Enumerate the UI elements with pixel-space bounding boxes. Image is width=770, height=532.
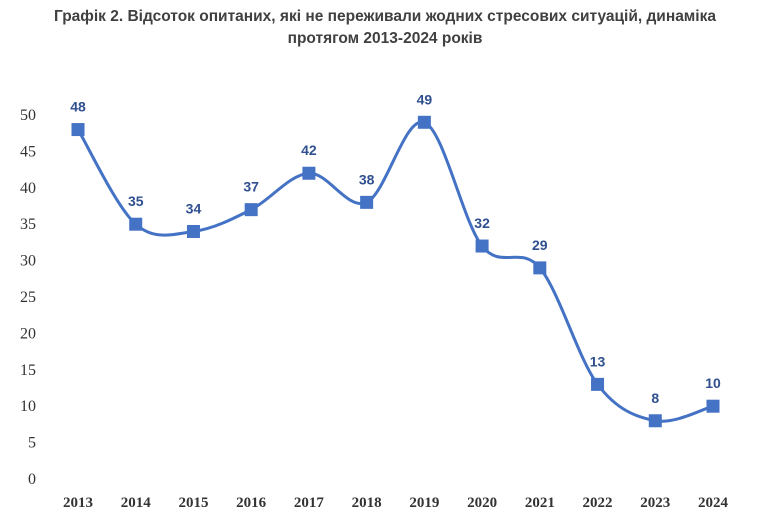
- x-tick-label: 2014: [121, 495, 152, 511]
- y-tick-label: 50: [20, 107, 36, 124]
- markers: [71, 115, 720, 428]
- data-label: 29: [532, 237, 548, 253]
- data-point-marker: [244, 203, 258, 217]
- y-tick-label: 10: [20, 398, 36, 415]
- y-tick-label: 15: [20, 362, 36, 379]
- data-label: 35: [128, 193, 144, 209]
- y-tick-label: 25: [20, 289, 36, 306]
- data-point-marker: [533, 261, 547, 275]
- y-tick-label: 40: [20, 180, 36, 197]
- x-tick-label: 2022: [583, 495, 613, 511]
- x-tick-label: 2013: [63, 495, 93, 511]
- chart-title: Графік 2. Відсоток опитаних, які не пере…: [0, 6, 770, 50]
- y-tick-label: 30: [20, 253, 36, 270]
- data-point-marker: [71, 123, 85, 137]
- data-label: 37: [243, 179, 259, 195]
- x-tick-label: 2019: [409, 495, 439, 511]
- x-tick-label: 2017: [294, 495, 325, 511]
- x-tick-label: 2015: [178, 495, 208, 511]
- data-point-marker: [706, 399, 720, 413]
- chart-title-line-2: протягом 2013-2024 років: [287, 30, 483, 47]
- chart-title-line-1: Графік 2. Відсоток опитаних, які не пере…: [54, 8, 716, 25]
- y-tick-label: 45: [20, 143, 36, 160]
- data-labels: 48 35 34 37 42 38 49 32 29 13 8 10: [70, 91, 721, 405]
- data-point-marker: [475, 239, 489, 253]
- y-tick-label: 5: [28, 435, 36, 452]
- data-label: 32: [474, 215, 490, 231]
- data-label: 38: [359, 171, 375, 187]
- data-point-marker: [417, 115, 431, 129]
- x-tick-label: 2018: [352, 495, 382, 511]
- y-tick-label: 35: [20, 216, 36, 233]
- data-point-marker: [648, 414, 662, 428]
- data-label: 8: [651, 390, 659, 406]
- y-tick-label: 20: [20, 325, 36, 342]
- series-line: [76, 120, 714, 423]
- data-point-marker: [302, 166, 316, 180]
- y-axis: 0 5 10 15 20 25 30 35 40 45 50: [20, 107, 36, 488]
- data-point-marker: [129, 217, 143, 231]
- data-label: 42: [301, 142, 317, 158]
- y-tick-label: 0: [28, 471, 36, 488]
- data-point-marker: [360, 195, 374, 209]
- data-point-marker: [591, 377, 605, 391]
- data-label: 10: [705, 375, 721, 391]
- data-label: 48: [70, 99, 86, 115]
- x-tick-label: 2024: [698, 495, 729, 511]
- x-tick-label: 2023: [640, 495, 670, 511]
- x-tick-label: 2021: [525, 495, 555, 511]
- data-label: 49: [417, 91, 433, 107]
- x-tick-label: 2020: [467, 495, 497, 511]
- data-label: 34: [186, 200, 202, 216]
- x-axis: 2013 2014 2015 2016 2017 2018 2019 2020 2021 2022…: [63, 495, 729, 511]
- data-point-marker: [186, 224, 200, 238]
- data-label: 13: [590, 353, 606, 369]
- x-tick-label: 2016: [236, 495, 267, 511]
